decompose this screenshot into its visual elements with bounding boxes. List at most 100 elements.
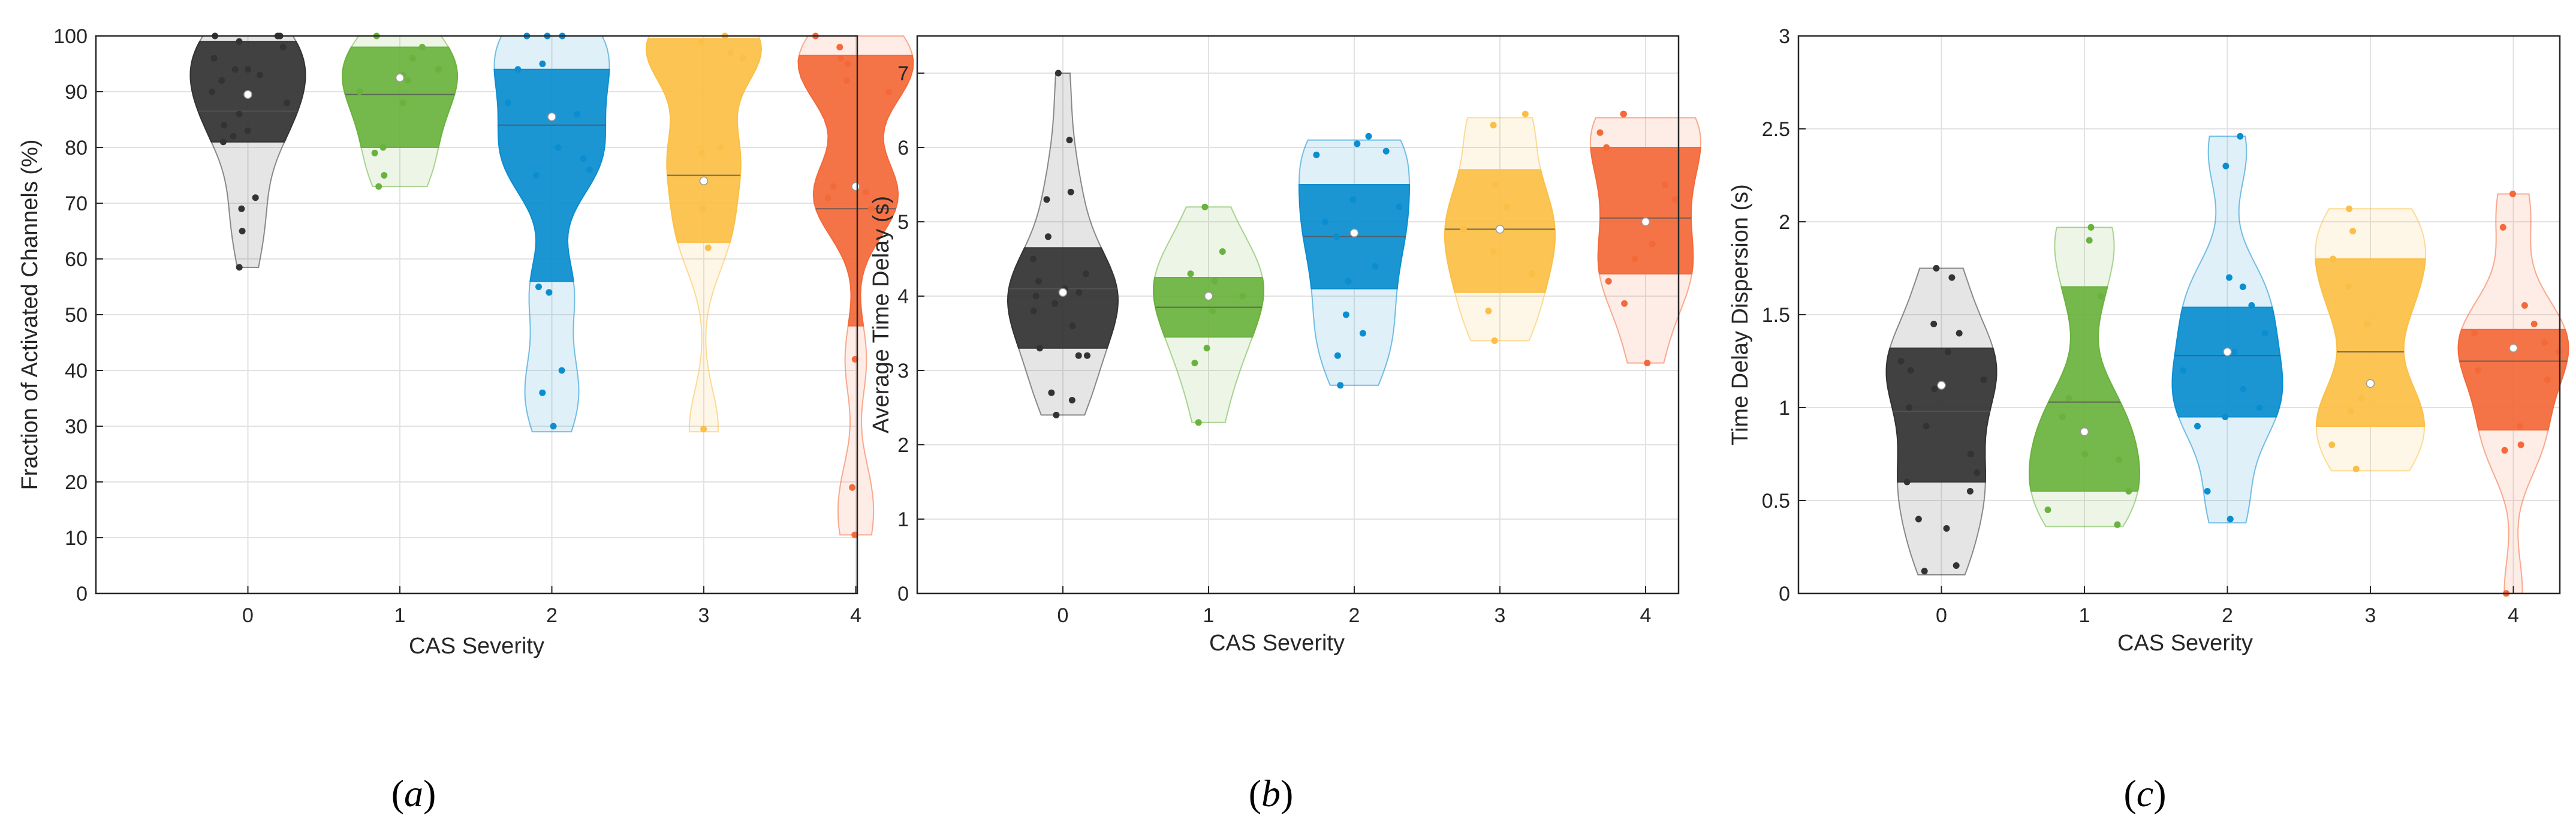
data-point-2-13 xyxy=(1337,382,1344,389)
data-point-2-12 xyxy=(2204,488,2211,495)
mean-marker-0 xyxy=(1058,288,1068,297)
x-tick-label-1: 1 xyxy=(394,604,406,627)
data-point-0-6 xyxy=(1082,270,1089,278)
y-tick-label-2: 20 xyxy=(65,471,88,494)
data-point-4-9 xyxy=(867,205,875,212)
data-point-1-0 xyxy=(1201,203,1209,210)
violin-iqr-box-1 xyxy=(341,46,459,148)
data-point-0-13 xyxy=(1903,478,1911,486)
y-tick-label-5: 2.5 xyxy=(1762,118,1790,141)
mean-marker-2 xyxy=(1349,228,1359,237)
data-point-4-1 xyxy=(2499,224,2506,231)
violin-iqr-box-1 xyxy=(2028,286,2141,492)
data-point-0-14 xyxy=(1966,488,1974,495)
data-point-0-19 xyxy=(239,228,246,234)
x-tick-label-3: 3 xyxy=(2365,604,2376,627)
data-point-4-6 xyxy=(830,183,837,190)
data-point-0-5 xyxy=(1030,255,1037,263)
x-tick-label-2: 2 xyxy=(546,604,558,627)
data-point-4-11 xyxy=(2501,447,2508,454)
data-point-4-3 xyxy=(1603,144,1610,151)
data-point-4-10 xyxy=(1644,360,1651,367)
data-point-4-4 xyxy=(1661,181,1668,188)
data-point-0-2 xyxy=(1930,321,1938,327)
data-point-4-9 xyxy=(2517,423,2524,430)
data-point-1-5 xyxy=(404,77,411,84)
mean-marker-1 xyxy=(1204,291,1213,301)
y-tick-label-3: 30 xyxy=(65,415,88,438)
violin-iqr-box-4 xyxy=(2457,328,2569,431)
y-tick-label-2: 1 xyxy=(1779,397,1790,420)
data-point-2-6 xyxy=(574,110,581,117)
y-tick-label-10: 100 xyxy=(53,25,88,48)
data-point-2-11 xyxy=(535,284,542,290)
y-tick-label-6: 60 xyxy=(65,248,88,271)
x-tick-label-1: 1 xyxy=(2079,604,2090,627)
data-point-3-6 xyxy=(699,205,706,212)
data-point-3-2 xyxy=(727,49,734,56)
mean-marker-0 xyxy=(243,90,252,99)
y-tick-label-1: 1 xyxy=(897,508,909,531)
data-point-4-5 xyxy=(885,88,893,95)
data-point-0-2 xyxy=(1067,188,1074,195)
data-point-2-3 xyxy=(1313,151,1320,158)
y-tick-label-2: 2 xyxy=(897,434,909,457)
data-point-0-18 xyxy=(1921,568,1928,575)
y-tick-label-7: 70 xyxy=(65,192,88,215)
y-tick-label-9: 90 xyxy=(65,81,88,104)
data-point-0-13 xyxy=(221,122,228,129)
panel-a-fraction-activated-channels: CAS Severity Fraction of Activated Chann… xyxy=(17,25,914,815)
data-point-3-7 xyxy=(1485,308,1492,315)
data-point-2-0 xyxy=(1365,132,1372,140)
data-point-3-1 xyxy=(1490,122,1497,129)
data-point-2-13 xyxy=(558,367,565,374)
data-point-2-5 xyxy=(2261,330,2268,337)
data-point-0-17 xyxy=(1048,389,1055,396)
data-point-4-8 xyxy=(1605,278,1612,285)
data-point-1-2 xyxy=(1187,270,1194,278)
mean-marker-0 xyxy=(1937,381,1946,390)
x-tick-label-4: 4 xyxy=(2508,604,2519,627)
data-point-4-8 xyxy=(824,194,831,201)
violin-iqr-box-2 xyxy=(493,68,610,282)
y-tick-label-5: 5 xyxy=(897,211,909,234)
data-point-2-7 xyxy=(1333,233,1340,240)
data-point-0-3 xyxy=(1043,196,1050,203)
axes-frame xyxy=(916,35,1680,595)
data-point-4-7 xyxy=(2474,367,2481,374)
data-point-0-14 xyxy=(244,127,251,134)
mean-marker-4 xyxy=(851,182,860,191)
data-point-4-10 xyxy=(2517,441,2524,448)
data-point-3-3 xyxy=(1503,203,1510,210)
mean-marker-3 xyxy=(699,176,709,186)
data-point-3-0 xyxy=(1522,110,1529,117)
violin-iqr-box-4 xyxy=(1590,147,1701,275)
x-axis-label-b: CAS Severity xyxy=(1209,631,1345,656)
data-point-2-10 xyxy=(2222,414,2229,420)
data-point-2-13 xyxy=(2226,516,2234,523)
data-point-1-2 xyxy=(2097,293,2104,300)
data-point-0-18 xyxy=(1068,397,1075,404)
subfigure-label-a: (a) xyxy=(391,772,436,815)
data-point-0-12 xyxy=(1974,469,1980,476)
data-point-4-8 xyxy=(2544,376,2551,383)
data-point-2-4 xyxy=(514,66,522,73)
y-tick-label-0: 0 xyxy=(76,583,88,605)
data-point-2-2 xyxy=(2226,274,2232,281)
data-point-1-9 xyxy=(371,149,378,156)
data-point-0-15 xyxy=(1915,516,1922,523)
data-point-3-6 xyxy=(2348,408,2355,415)
data-point-3-5 xyxy=(2358,395,2365,402)
data-point-3-3 xyxy=(2345,284,2352,290)
data-point-4-2 xyxy=(2521,302,2528,309)
data-point-0-8 xyxy=(256,71,263,79)
data-point-4-2 xyxy=(837,55,844,62)
data-point-1-8 xyxy=(2044,507,2051,513)
data-point-2-4 xyxy=(1349,196,1357,203)
data-point-2-9 xyxy=(586,166,593,173)
data-point-1-10 xyxy=(381,172,388,179)
data-point-0-17 xyxy=(1953,562,1960,569)
data-point-0-4 xyxy=(1944,348,1951,355)
y-tick-label-8: 80 xyxy=(65,137,88,159)
